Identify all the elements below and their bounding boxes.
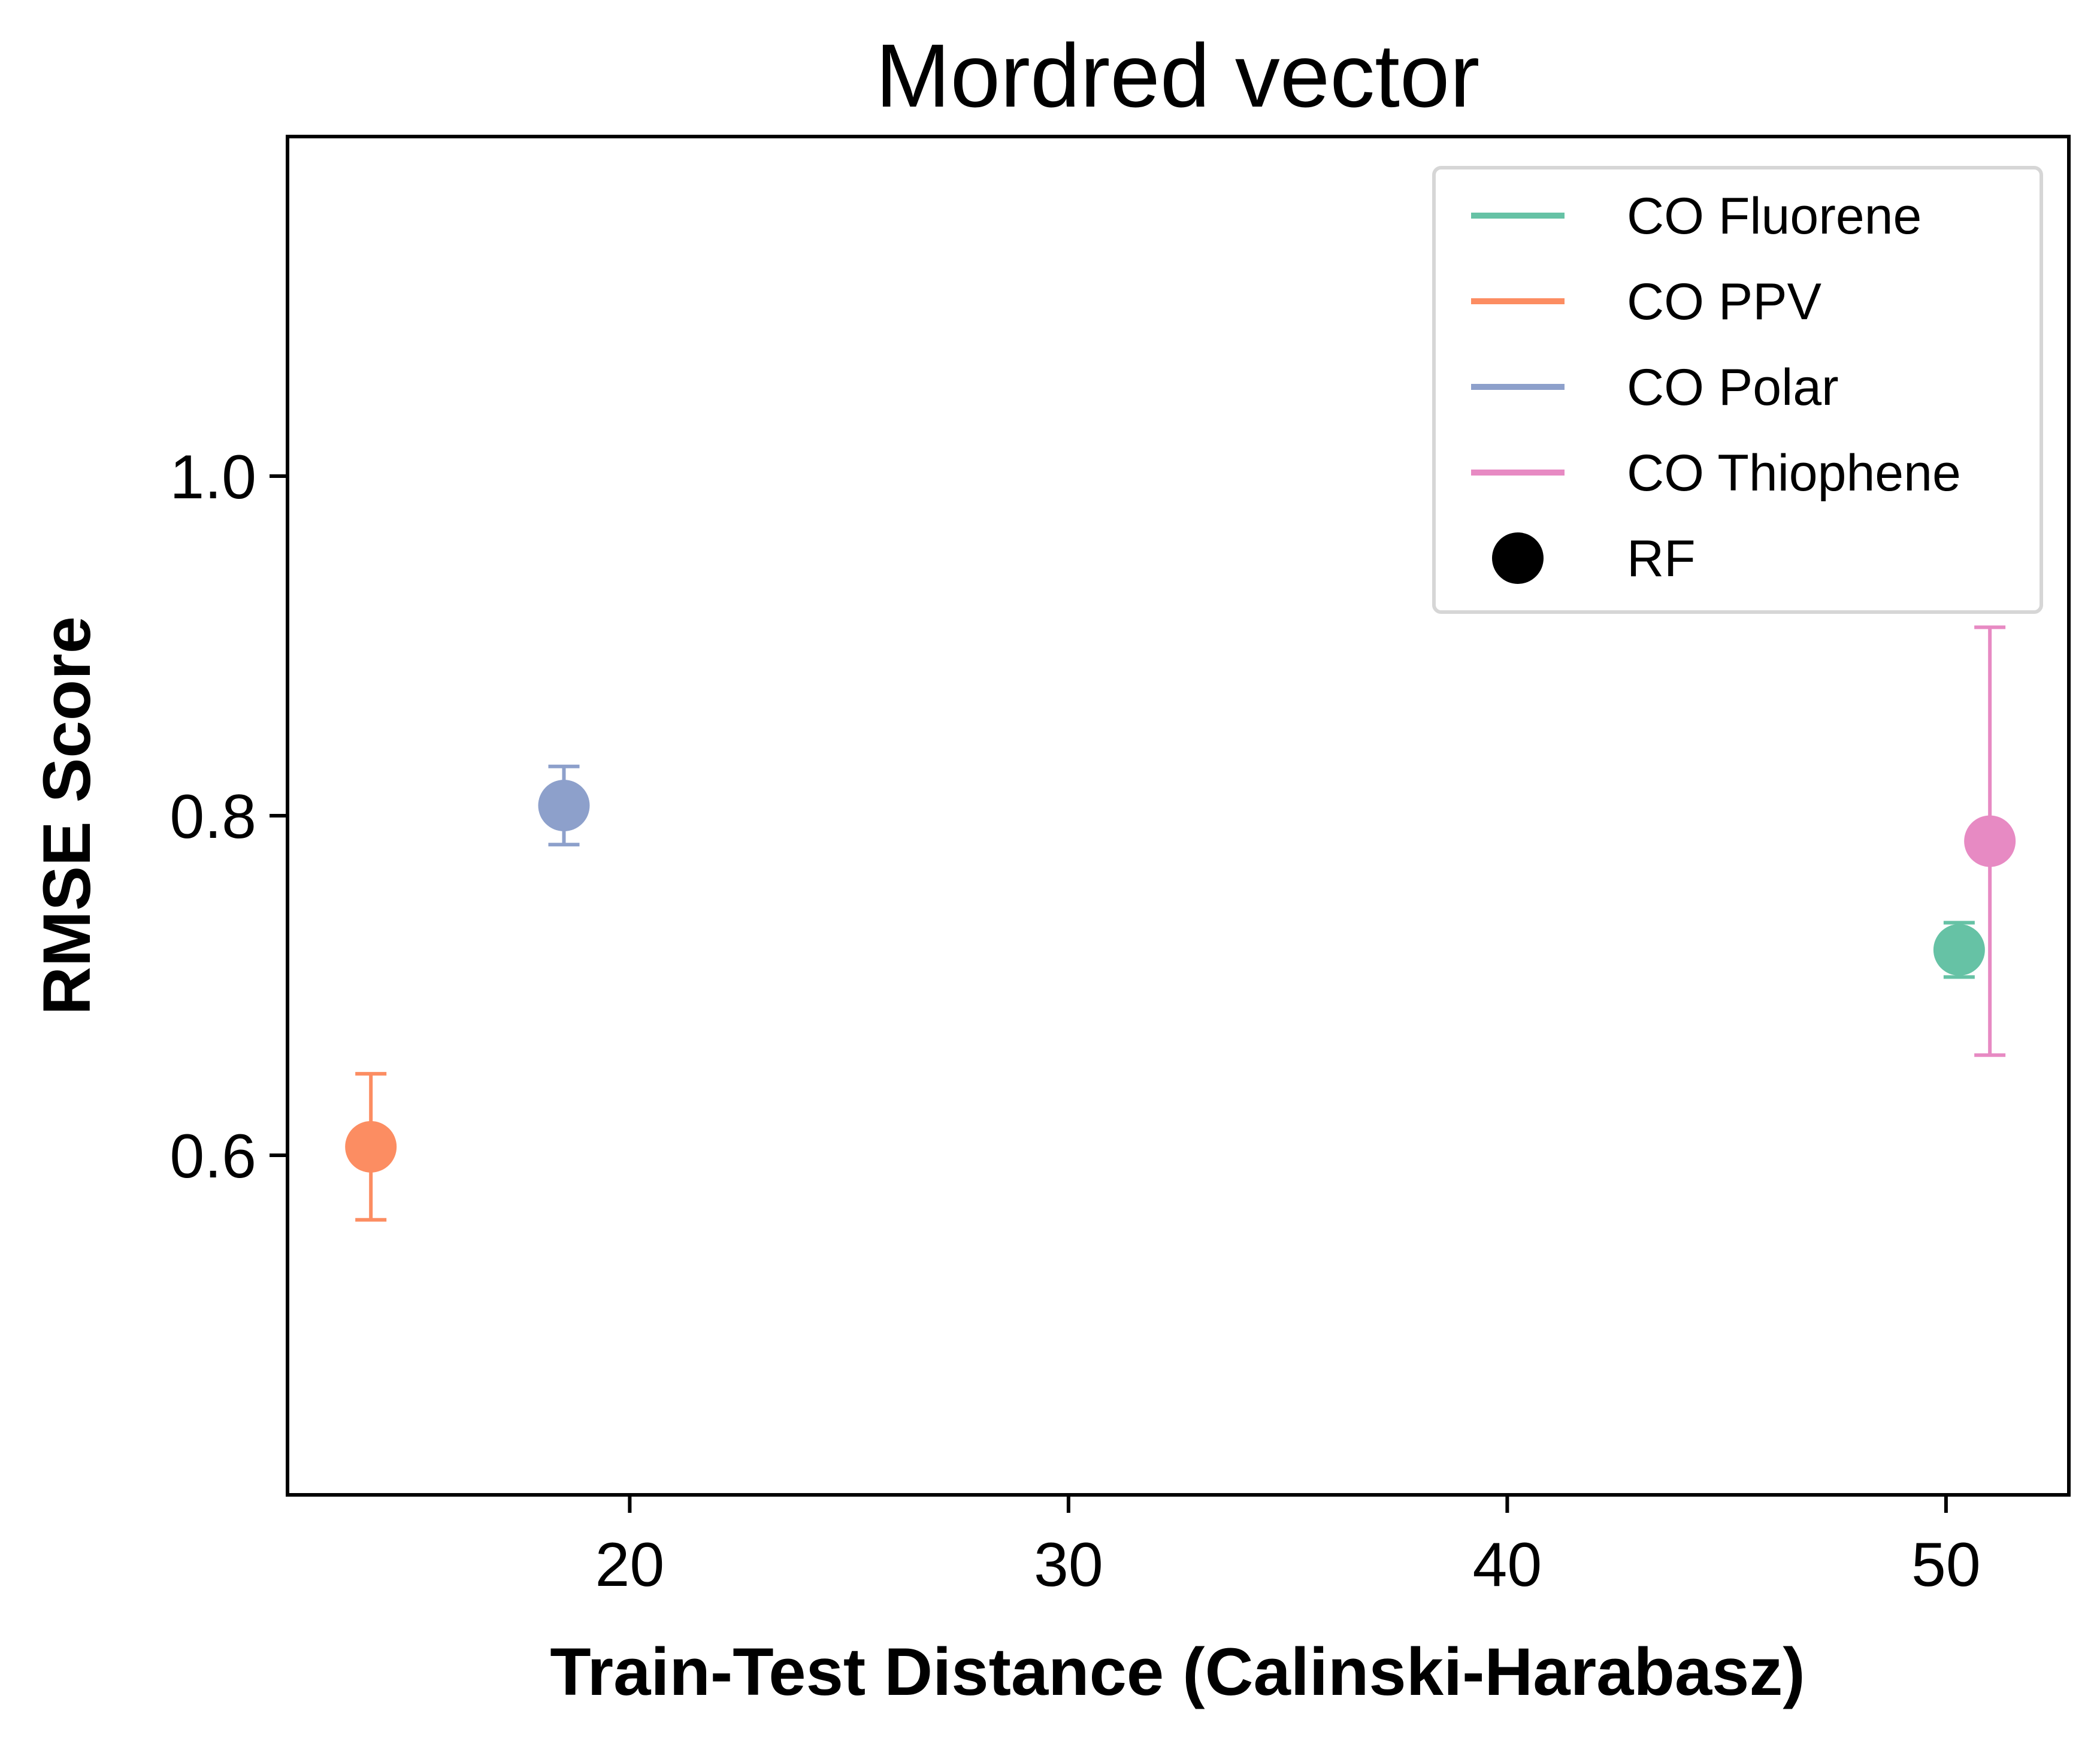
plot-marks bbox=[345, 625, 2016, 1222]
legend-label: RF bbox=[1627, 530, 1696, 588]
y-tick-label: 0.6 bbox=[170, 1122, 256, 1191]
y-axis-label: RMSE Score bbox=[29, 616, 104, 1015]
chart-title: Mordred vector bbox=[876, 25, 1480, 126]
x-axis-label: Train-Test Distance (Calinski-Harabasz) bbox=[550, 1634, 1805, 1709]
data-point bbox=[1964, 815, 2016, 867]
x-tick-label: 40 bbox=[1473, 1530, 1542, 1600]
axis-ticks: 20 30 40 50 0.6 0.8 1.0 bbox=[170, 443, 1980, 1600]
legend-label: CO Polar bbox=[1627, 359, 1839, 416]
y-tick-label: 0.8 bbox=[170, 782, 256, 852]
legend-label: CO Thiophene bbox=[1627, 444, 1961, 502]
data-point bbox=[538, 779, 590, 831]
x-tick-label: 30 bbox=[1034, 1530, 1103, 1600]
legend-label: CO Fluorene bbox=[1627, 187, 1922, 245]
legend-box bbox=[1432, 166, 2043, 614]
legend-label: CO PPV bbox=[1627, 273, 1821, 331]
x-tick-label: 50 bbox=[1911, 1530, 1981, 1600]
legend: CO Fluorene CO PPV CO Polar CO Thiophene RF bbox=[1432, 166, 2043, 614]
y-tick-label: 1.0 bbox=[170, 443, 256, 512]
plot-frame bbox=[286, 135, 2071, 1497]
data-point bbox=[1933, 924, 1985, 976]
legend-marker bbox=[1492, 532, 1544, 584]
data-point bbox=[345, 1121, 397, 1173]
x-tick-label: 20 bbox=[595, 1530, 665, 1600]
